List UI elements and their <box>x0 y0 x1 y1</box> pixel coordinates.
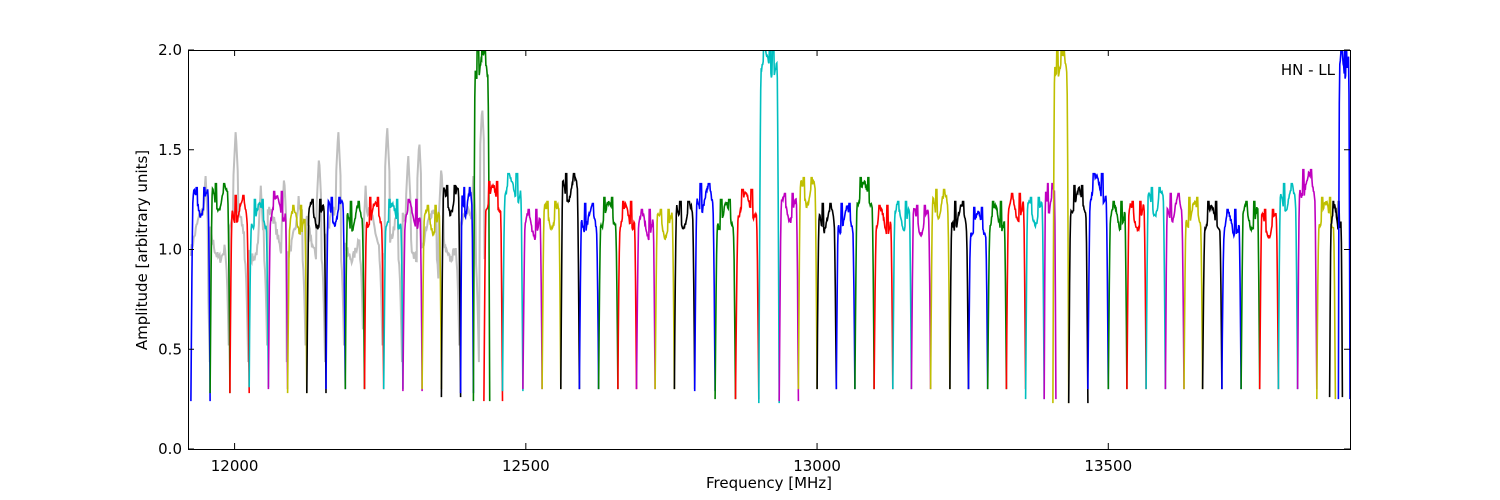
channel-trace-7 <box>306 198 327 394</box>
channel-trace-13 <box>421 204 443 390</box>
channel-trace-52 <box>1145 186 1167 390</box>
channel-trace-26 <box>654 208 676 390</box>
panel-annotation: HN - LL <box>1281 61 1336 79</box>
channel-trace-17 <box>483 180 504 402</box>
x-tick-label: 13500 <box>1084 457 1132 475</box>
plot-area <box>189 50 1350 404</box>
channel-trace-16 <box>472 50 491 402</box>
channel-trace-18 <box>501 172 524 392</box>
channel-trace-58 <box>1258 208 1280 390</box>
channel-trace-59 <box>1277 182 1299 390</box>
channel-trace-10 <box>363 196 385 390</box>
channel-trace-39 <box>910 204 932 390</box>
channel-trace-8 <box>325 196 347 390</box>
channel-trace-5 <box>267 190 289 390</box>
channel-trace-35 <box>835 202 856 390</box>
channel-trace-63 <box>1337 50 1350 400</box>
channel-trace-56 <box>1221 208 1242 390</box>
x-axis-label: Frequency [MHz] <box>706 474 832 492</box>
channel-trace-36 <box>854 176 875 390</box>
channel-trace-30 <box>734 188 760 400</box>
channel-trace-48 <box>1067 184 1089 404</box>
channel-trace-27 <box>673 200 696 390</box>
channel-trace-29 <box>714 198 737 400</box>
channel-trace-3 <box>229 194 250 394</box>
channel-trace-32 <box>778 192 800 402</box>
y-tick-label: 0.0 <box>158 440 182 458</box>
channel-trace-15 <box>459 186 475 394</box>
channel-trace-40 <box>929 188 951 390</box>
channel-trace-22 <box>578 202 600 390</box>
channel-trace-54 <box>1183 196 1204 390</box>
y-tick-label: 1.5 <box>158 141 182 159</box>
channel-trace-25 <box>635 208 656 390</box>
channel-trace-50 <box>1107 200 1128 390</box>
channel-trace-11 <box>382 198 404 390</box>
channel-trace-44 <box>1005 192 1027 390</box>
channel-trace-53 <box>1164 192 1185 390</box>
x-tick-label: 12000 <box>211 457 259 475</box>
channel-trace-14 <box>440 184 462 398</box>
channel-trace-12 <box>402 198 423 392</box>
channel-trace-1 <box>190 186 211 402</box>
channel-trace-23 <box>597 196 619 390</box>
y-axis-label: Amplitude [arbitrary units] <box>133 150 151 350</box>
channel-trace-57 <box>1240 200 1261 390</box>
channel-trace-19 <box>522 208 543 390</box>
channel-trace-49 <box>1087 172 1110 390</box>
channel-trace-21 <box>560 172 581 390</box>
channel-trace-33 <box>797 176 818 390</box>
channel-trace-37 <box>873 204 894 390</box>
channel-trace-60 <box>1296 168 1318 390</box>
channel-trace-4 <box>248 198 270 388</box>
channel-trace-47 <box>1052 50 1070 404</box>
channel-trace-55 <box>1201 200 1223 390</box>
channel-trace-51 <box>1126 200 1147 390</box>
channel-trace-42 <box>967 206 989 390</box>
channel-trace-28 <box>693 182 716 392</box>
channel-trace-62 <box>1328 200 1344 398</box>
channel-trace-45 <box>1024 196 1045 400</box>
channel-trace-31 <box>758 50 780 404</box>
y-tick-label: 1.0 <box>158 241 182 259</box>
channel-trace-41 <box>949 200 970 390</box>
x-tick-label: 12500 <box>502 457 550 475</box>
channel-trace-9 <box>344 200 366 390</box>
y-axis-ticks: 0.0 0.5 1.0 1.5 2.0 <box>158 41 1350 458</box>
y-tick-label: 0.5 <box>158 340 182 358</box>
channel-trace-2 <box>209 182 231 394</box>
x-tick-label: 13000 <box>793 457 841 475</box>
channel-trace-38 <box>892 200 913 390</box>
x-axis-ticks: 12000 12500 13000 13500 <box>211 50 1132 475</box>
y-tick-label: 2.0 <box>158 41 182 59</box>
channel-trace-61 <box>1316 196 1337 400</box>
channel-trace-43 <box>986 200 1008 390</box>
channel-trace-6 <box>286 204 308 394</box>
channel-trace-24 <box>617 200 638 390</box>
channel-trace-20 <box>541 200 562 390</box>
channel-trace-34 <box>816 202 838 390</box>
